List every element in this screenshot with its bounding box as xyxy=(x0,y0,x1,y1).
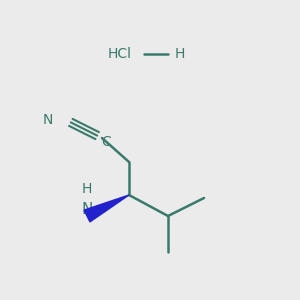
Text: H: H xyxy=(175,47,185,61)
Text: HCl: HCl xyxy=(108,47,132,61)
Text: H: H xyxy=(82,182,92,196)
Text: N: N xyxy=(81,202,93,217)
Polygon shape xyxy=(84,195,129,222)
Text: N: N xyxy=(43,113,53,127)
Text: C: C xyxy=(102,136,111,149)
